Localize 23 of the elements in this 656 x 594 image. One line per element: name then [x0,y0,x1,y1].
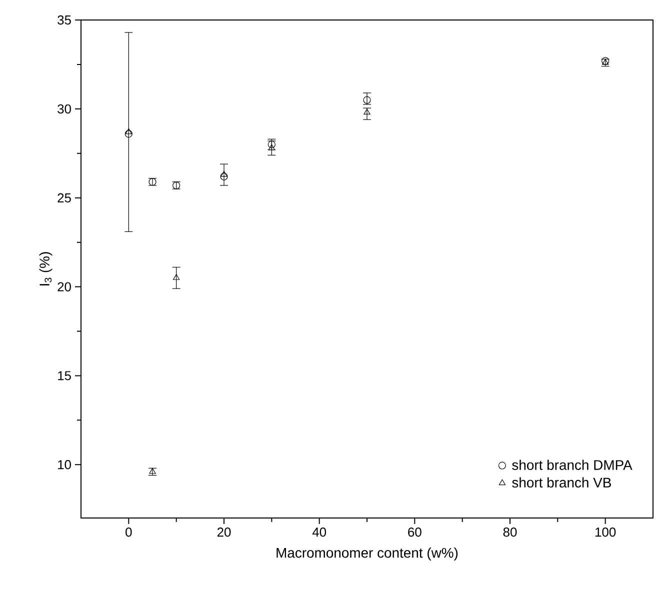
y-tick-label: 25 [58,193,71,202]
x-tick-label: 40 [312,528,326,537]
x-tick-label: 80 [503,528,517,537]
x-tick-label: 60 [408,528,422,537]
y-tick-label: 15 [58,371,71,380]
point [220,170,228,177]
point [125,128,132,134]
point [149,468,156,474]
point [363,96,371,104]
y-tick-label: 10 [58,460,71,470]
y-tick-label: 30 [58,104,71,114]
legend-label: short branch DMPA [512,460,632,470]
y-tick-label: 20 [58,282,71,292]
y-axis-title: I$_{3}$ (%) [39,252,52,286]
x-tick-label: 0 [126,528,132,537]
point [173,274,180,280]
x-tick-label: 100 [596,528,616,537]
legend-label: short branch VB [512,477,611,488]
point [220,172,228,180]
point [124,130,132,138]
x-axis-title: Macromonomer content (w%) [276,548,458,561]
y-tick-label: 35 [58,15,71,25]
x-tick-label: 20 [217,528,231,537]
